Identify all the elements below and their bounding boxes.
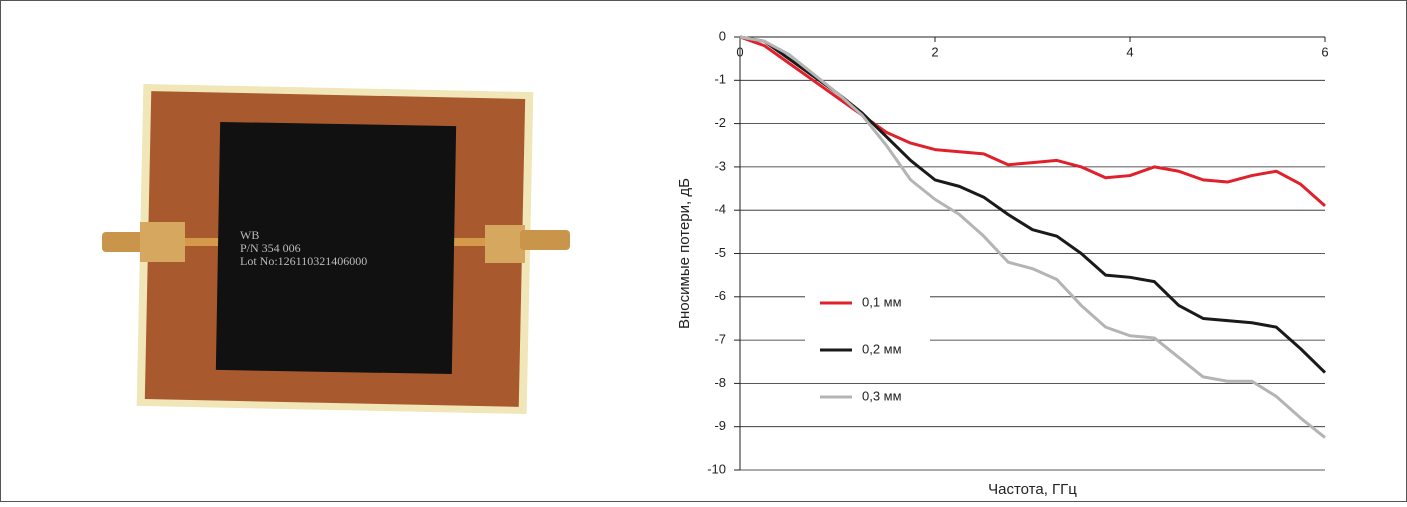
y-tick-label: -9 <box>714 418 726 433</box>
x-axis-label: Частота, ГГц <box>988 481 1077 498</box>
photo-text: WB <box>240 228 259 242</box>
y-tick-label: -8 <box>714 375 726 390</box>
legend-label: 0,3 мм <box>862 388 902 403</box>
photo: WB P/N 354 006 Lot No:126110321406000 <box>102 80 570 415</box>
y-tick-label: -10 <box>707 461 726 476</box>
y-tick-label: -7 <box>714 332 726 347</box>
legend-label: 0,2 мм <box>862 341 902 356</box>
flange-left <box>140 222 185 262</box>
connector-right <box>520 230 570 250</box>
series-line <box>739 35 1326 207</box>
y-tick-label: -2 <box>714 115 726 130</box>
series-line <box>739 35 1326 439</box>
y-tick-label: -5 <box>714 245 726 260</box>
connector-left <box>102 232 152 252</box>
y-tick-label: -3 <box>714 158 726 173</box>
y-tick-label: -4 <box>714 202 726 217</box>
photo-text: Lot No:126110321406000 <box>240 254 367 268</box>
y-tick-label: -6 <box>714 288 726 303</box>
y-axis-label: Вносимые потери, дБ <box>676 178 693 329</box>
y-tick-label: 0 <box>719 28 726 43</box>
y-tick-label: -1 <box>714 72 726 87</box>
chart: 0-1-2-3-4-5-6-7-8-9-100246Частота, ГГцВн… <box>676 28 1329 498</box>
legend-label: 0,1 мм <box>862 294 902 309</box>
x-tick-label: 6 <box>1321 44 1328 59</box>
flange-right <box>485 225 525 263</box>
x-tick-label: 2 <box>931 44 938 59</box>
component <box>215 121 457 375</box>
x-tick-label: 4 <box>1126 44 1133 59</box>
photo-text: P/N 354 006 <box>240 241 301 255</box>
